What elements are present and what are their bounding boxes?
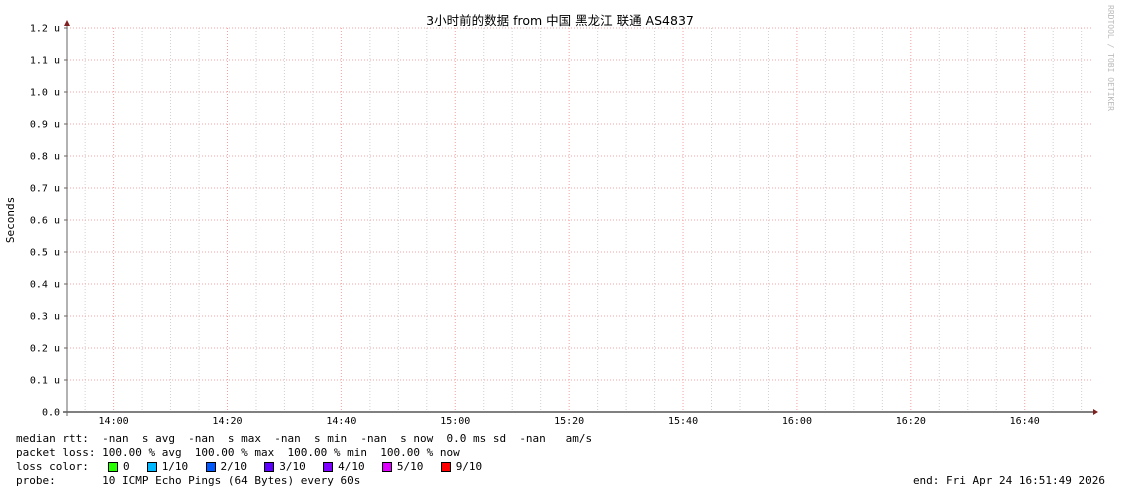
y-tick-label: 1.1 u xyxy=(30,56,60,67)
loss-color-swatch xyxy=(323,462,334,472)
y-tick-label: 0.2 u xyxy=(30,344,60,355)
chart-title: 3小时前的数据 from 中国 黑龙江 联通 AS4837 xyxy=(426,13,694,28)
y-tick-label: 0.8 u xyxy=(30,152,60,163)
y-tick-label: 0.7 u xyxy=(30,184,60,195)
y-tick-label: 0.3 u xyxy=(30,312,60,323)
loss-color-item-label: 1/10 xyxy=(161,460,189,473)
x-tick-label: 16:40 xyxy=(1010,416,1040,427)
loss-color-swatch xyxy=(264,462,275,472)
x-tick-label: 15:00 xyxy=(440,416,470,427)
x-tick-label: 16:00 xyxy=(782,416,812,427)
loss-color-item-label: 3/10 xyxy=(279,460,306,473)
x-tick-label: 14:40 xyxy=(326,416,356,427)
loss-color-item-label: 5/10 xyxy=(396,460,424,473)
legend-median-rtt: median rtt: -nan s avg -nan s max -nan s… xyxy=(16,432,593,445)
grid xyxy=(64,27,1092,413)
y-axis-label: Seconds xyxy=(4,197,17,243)
x-axis-arrow xyxy=(1093,409,1098,415)
x-tick-label: 14:20 xyxy=(212,416,242,427)
loss-color-swatch xyxy=(381,462,392,472)
loss-color-swatch xyxy=(205,462,216,472)
loss-color-item-label: 9/10 xyxy=(455,460,483,473)
x-tick-label: 15:40 xyxy=(668,416,698,427)
loss-color-item-label: 0 xyxy=(123,460,130,473)
loss-color-item-label: 4/10 xyxy=(338,460,365,473)
y-tick-label: 1.0 u xyxy=(30,88,60,99)
y-tick-label: 0.0 xyxy=(42,408,60,419)
x-tick-label: 15:20 xyxy=(554,416,584,427)
y-tick-label: 1.2 u xyxy=(30,24,60,35)
y-tick-label: 0.1 u xyxy=(30,376,60,387)
watermark: RRDTOOL / TOBI OETIKER xyxy=(1106,5,1115,111)
loss-color-label: loss color: xyxy=(16,460,103,473)
y-axis-arrow xyxy=(64,20,70,26)
loss-color-item-label: 2/10 xyxy=(220,460,248,473)
x-tick-label: 14:00 xyxy=(99,416,129,427)
x-tick-label: 16:20 xyxy=(896,416,926,427)
legend-probe: probe: 10 ICMP Echo Pings (64 Bytes) eve… xyxy=(16,474,361,487)
y-tick-label: 0.5 u xyxy=(30,248,60,259)
y-tick-label: 0.6 u xyxy=(30,216,60,227)
tick-labels: 0.0 0.1 u 0.2 u 0.3 u 0.4 u 0.5 u 0.6 u 0.7 u 0.… xyxy=(30,24,1040,428)
legend-packet-loss: packet loss: 100.00 % avg 100.00 % max 1… xyxy=(16,446,460,459)
y-tick-label: 0.9 u xyxy=(30,120,60,131)
loss-color-swatch xyxy=(440,462,451,472)
loss-color-swatch xyxy=(146,462,157,472)
loss-color-swatch xyxy=(108,462,118,472)
y-tick-label: 0.4 u xyxy=(30,280,60,291)
legend-end: end: Fri Apr 24 16:51:49 2026 xyxy=(912,474,1105,487)
